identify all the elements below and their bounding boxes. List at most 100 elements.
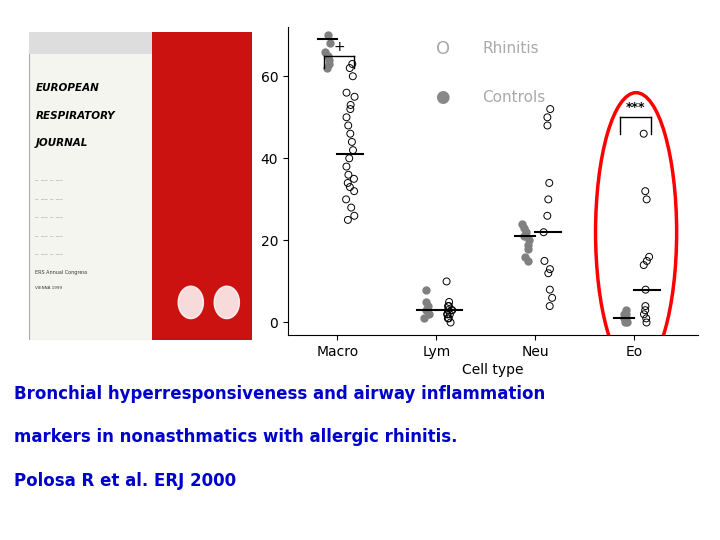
- Point: [444, 302, 455, 310]
- Point: [348, 174, 360, 183]
- FancyBboxPatch shape: [152, 32, 252, 340]
- Point: [541, 121, 553, 130]
- Point: [347, 146, 359, 154]
- Point: [544, 179, 555, 187]
- Point: [644, 253, 655, 261]
- Point: [345, 105, 356, 113]
- Text: O: O: [436, 39, 450, 58]
- Point: [341, 113, 352, 122]
- Point: [641, 318, 652, 327]
- Point: [641, 314, 652, 323]
- Point: [518, 232, 529, 241]
- Point: [522, 244, 534, 253]
- Point: [446, 306, 458, 314]
- Point: [523, 236, 534, 245]
- Point: [341, 195, 352, 204]
- Point: [346, 203, 357, 212]
- Point: [343, 154, 355, 163]
- X-axis label: Cell type: Cell type: [462, 363, 524, 377]
- Text: —  ——  —  ——: — —— — ——: [35, 178, 63, 182]
- Text: markers in nonasthmatics with allergic rhinitis.: markers in nonasthmatics with allergic r…: [14, 428, 458, 447]
- Point: [618, 314, 630, 323]
- Point: [621, 314, 632, 323]
- Point: [442, 302, 454, 310]
- Point: [523, 240, 534, 249]
- Point: [347, 72, 359, 80]
- Point: [546, 294, 558, 302]
- Point: [444, 298, 455, 306]
- Text: EUROPEAN: EUROPEAN: [35, 83, 99, 93]
- Point: [319, 48, 330, 56]
- Point: [543, 269, 554, 278]
- Point: [516, 220, 528, 228]
- Point: [621, 318, 633, 327]
- Point: [639, 187, 651, 195]
- Point: [343, 121, 354, 130]
- Polygon shape: [215, 286, 239, 319]
- Point: [445, 318, 456, 327]
- Point: [621, 306, 632, 314]
- Point: [544, 265, 556, 273]
- Point: [344, 64, 356, 72]
- Point: [323, 56, 335, 64]
- Point: [641, 195, 652, 204]
- Point: [544, 302, 555, 310]
- Point: [341, 89, 352, 97]
- Point: [640, 285, 652, 294]
- Point: [543, 195, 554, 204]
- Point: [423, 310, 435, 319]
- Point: [346, 59, 358, 68]
- Text: Controls: Controls: [482, 90, 546, 105]
- Point: [442, 306, 454, 314]
- Point: [444, 310, 456, 319]
- Point: [420, 306, 431, 314]
- Text: Polosa R et al. ERJ 2000: Polosa R et al. ERJ 2000: [14, 471, 237, 490]
- Text: JOURNAL: JOURNAL: [35, 138, 88, 148]
- FancyBboxPatch shape: [29, 32, 252, 340]
- Text: ***: ***: [626, 101, 645, 114]
- Point: [618, 310, 630, 319]
- Text: Rhinitis: Rhinitis: [482, 41, 539, 56]
- Point: [638, 261, 649, 269]
- Point: [538, 228, 549, 237]
- Point: [641, 256, 652, 265]
- Point: [541, 212, 553, 220]
- Point: [638, 310, 649, 319]
- Point: [348, 187, 360, 195]
- Point: [418, 314, 430, 323]
- Point: [620, 318, 631, 327]
- Text: Bronchial hyperresponsiveness and airway inflammation: Bronchial hyperresponsiveness and airway…: [14, 385, 546, 403]
- Point: [325, 39, 336, 48]
- Polygon shape: [179, 286, 203, 319]
- Point: [541, 113, 553, 122]
- Point: [441, 277, 452, 286]
- Text: +: +: [333, 39, 345, 53]
- Point: [621, 310, 632, 319]
- Point: [443, 314, 454, 323]
- Text: ●: ●: [436, 88, 450, 106]
- Point: [323, 59, 335, 68]
- Text: VIENNÁ 1999: VIENNÁ 1999: [35, 286, 63, 290]
- Point: [343, 171, 354, 179]
- Point: [420, 285, 431, 294]
- Point: [638, 130, 649, 138]
- Text: —  ——  —  ——: — —— — ——: [35, 197, 63, 201]
- Y-axis label: Cell count %: Cell count %: [243, 141, 256, 220]
- Point: [342, 215, 354, 224]
- Text: —  ——  —  ——: — —— — ——: [35, 252, 63, 256]
- Point: [519, 253, 531, 261]
- Point: [639, 302, 651, 310]
- Point: [322, 64, 333, 72]
- Point: [348, 92, 360, 101]
- Point: [521, 228, 532, 237]
- Text: ERS Annual Congress: ERS Annual Congress: [35, 270, 88, 275]
- Point: [441, 310, 453, 319]
- Point: [544, 105, 556, 113]
- Point: [442, 314, 454, 323]
- FancyBboxPatch shape: [29, 32, 252, 54]
- Point: [539, 256, 550, 265]
- Point: [348, 212, 360, 220]
- Point: [442, 310, 454, 319]
- Point: [420, 298, 432, 306]
- Point: [344, 183, 356, 191]
